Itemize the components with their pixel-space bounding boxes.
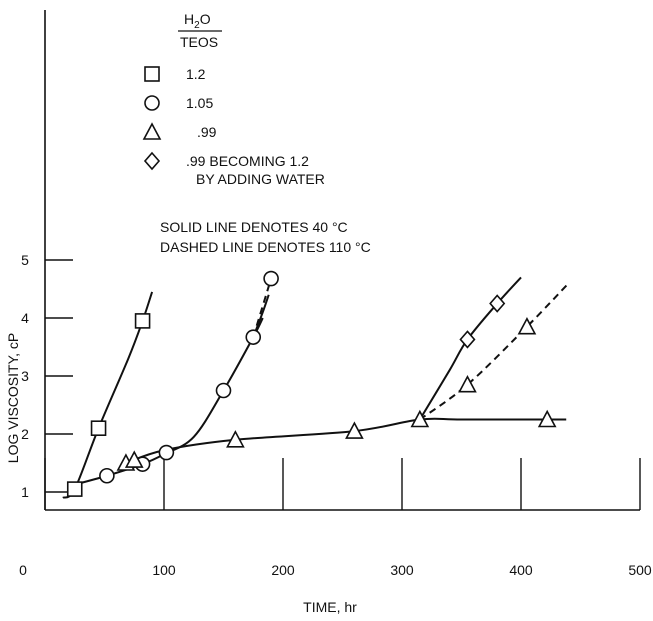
circle-marker [263, 270, 279, 287]
legend-circle-icon [144, 95, 160, 111]
legend-square-icon [144, 66, 160, 82]
solid-curve [125, 417, 567, 464]
x-tick-label: 400 [509, 562, 533, 578]
notes: SOLID LINE DENOTES 40 °C DASHED LINE DEN… [160, 219, 371, 255]
diamond-marker [489, 294, 506, 313]
solid-curve [68, 317, 264, 488]
legend-entry-label: 1.05 [186, 95, 213, 111]
x-tick-label: 100 [152, 562, 176, 578]
axes [44, 10, 640, 511]
y-tick-label: 5 [21, 252, 29, 268]
triangle-marker [410, 409, 430, 428]
square-marker [134, 313, 151, 329]
legend-entry-label: .99 [197, 124, 217, 140]
y-tick-label: 3 [21, 368, 29, 384]
circle-marker [99, 467, 115, 484]
legend-entry-label-line2: BY ADDING WATER [196, 171, 325, 187]
y-tick-label: 1 [21, 484, 29, 500]
square-marker [66, 481, 83, 497]
data-markers [66, 270, 557, 497]
legend-entry-label: .99 BECOMING 1.2 [186, 153, 309, 169]
square-marker [90, 420, 107, 437]
legend-triangle-icon [142, 122, 162, 140]
triangle-marker [345, 421, 364, 439]
x-axis-title: TIME, hr [303, 599, 357, 615]
legend-title-numerator: H2O [184, 11, 211, 31]
triangle-marker [458, 375, 477, 393]
note-solid-line: SOLID LINE DENOTES 40 °C [160, 219, 348, 235]
dashed-curve [419, 282, 570, 421]
diamond-marker [459, 330, 476, 349]
x-tick-label: 200 [271, 562, 295, 578]
x-tick-label: 0 [19, 562, 27, 578]
legend-title-denominator: TEOS [180, 34, 218, 50]
legend-diamond-icon [143, 151, 161, 171]
triangle-marker [517, 317, 537, 335]
legend-entries: 1.2 1.05 .99 .99 BECOMING 1.2 BY ADDING WATE… [142, 66, 325, 187]
note-dashed-line: DASHED LINE DENOTES 110 °C [160, 239, 371, 255]
legend-entry-label: 1.2 [186, 66, 206, 82]
triangle-marker [226, 430, 245, 448]
x-axis-ticks: 0 100 200 300 400 500 [19, 458, 652, 578]
y-axis-ticks: 1 2 3 4 5 [21, 252, 73, 500]
y-tick-label: 2 [21, 426, 29, 442]
circle-marker [245, 329, 262, 345]
legend: H2O TEOS 1.2 1.05 .99 .99 BECOMING 1.2 BY AD… [142, 11, 325, 187]
y-axis-title: LOG VISCOSITY, cP [5, 333, 21, 463]
x-tick-label: 300 [390, 562, 414, 578]
circle-marker [215, 382, 232, 399]
triangle-marker [537, 409, 557, 428]
triangle-marker [124, 450, 144, 468]
x-tick-label: 500 [628, 562, 652, 578]
circle-marker [158, 444, 175, 461]
y-tick-label: 4 [21, 310, 29, 326]
